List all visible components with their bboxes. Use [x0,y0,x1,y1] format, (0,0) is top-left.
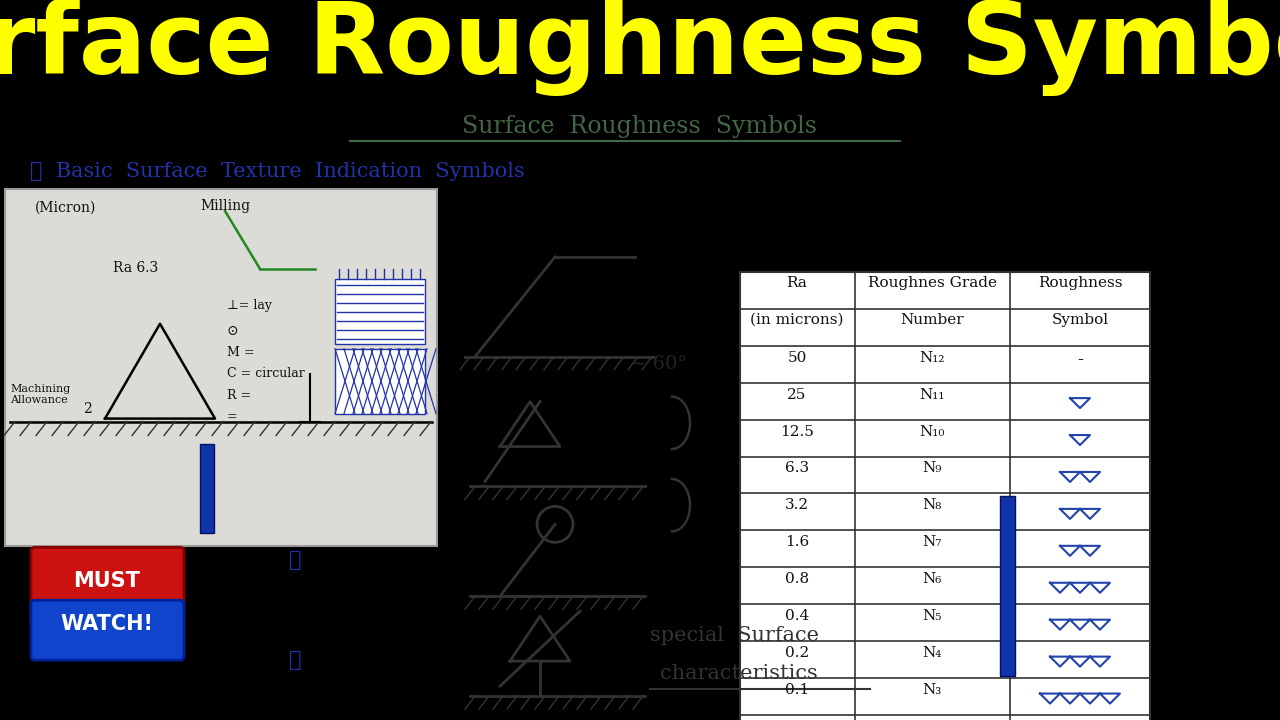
Text: Number: Number [900,312,964,327]
Text: Surface  Roughness  Symbols: Surface Roughness Symbols [462,115,818,138]
Polygon shape [1000,496,1015,676]
Text: Ra: Ra [787,276,808,290]
Text: 25: 25 [787,387,806,402]
Text: Machining
Allowance: Machining Allowance [10,384,70,405]
Text: N₁₀: N₁₀ [919,425,945,438]
Text: -: - [1076,351,1083,369]
Text: 0.2: 0.2 [785,646,809,660]
FancyBboxPatch shape [335,279,425,343]
Text: Symbol: Symbol [1051,312,1108,327]
Text: 0.4: 0.4 [785,609,809,624]
Text: N₉: N₉ [923,462,942,475]
FancyBboxPatch shape [31,600,184,660]
Text: ⊙: ⊙ [227,324,238,338]
Text: 0.8: 0.8 [785,572,809,586]
Text: (Micron): (Micron) [35,201,96,215]
Text: MUST: MUST [73,571,141,591]
FancyBboxPatch shape [5,189,436,546]
Text: Milling: Milling [200,199,250,213]
Text: =: = [227,410,238,423]
Text: 2: 2 [83,402,92,415]
Text: N₁₁: N₁₁ [919,387,945,402]
Text: Roughnes Grade: Roughnes Grade [868,276,997,290]
Text: M =: M = [227,346,255,359]
Text: 12.5: 12.5 [780,425,814,438]
Text: R =: R = [227,389,251,402]
Text: N₃: N₃ [923,683,942,697]
Text: N₄: N₄ [923,646,942,660]
Text: ~ 60°: ~ 60° [630,355,687,373]
Text: 1.6: 1.6 [785,536,809,549]
Text: ③: ③ [289,552,301,570]
Text: Ra 6.3: Ra 6.3 [113,261,159,275]
Text: ①  Basic  Surface  Texture  Indication  Symbols: ① Basic Surface Texture Indication Symbo… [29,162,525,181]
Text: ⊥= lay: ⊥= lay [227,299,273,312]
Text: 0.1: 0.1 [785,683,809,697]
Text: special  Surface: special Surface [650,626,819,645]
Text: N₅: N₅ [923,609,942,624]
Text: characteristics: characteristics [660,664,818,683]
Polygon shape [200,444,214,534]
Text: WATCH!: WATCH! [60,614,154,634]
FancyBboxPatch shape [740,272,1149,720]
Text: C = circular: C = circular [227,366,305,379]
Text: N₁₂: N₁₂ [919,351,945,365]
FancyBboxPatch shape [335,348,425,413]
Text: 3.2: 3.2 [785,498,809,513]
Text: 6.3: 6.3 [785,462,809,475]
FancyBboxPatch shape [31,547,184,624]
Text: N₇: N₇ [923,536,942,549]
Text: N₈: N₈ [923,498,942,513]
Text: Roughness: Roughness [1038,276,1123,290]
Text: ④: ④ [289,651,301,670]
Text: Surface Roughness Symbols: Surface Roughness Symbols [0,0,1280,96]
Text: (in microns): (in microns) [750,312,844,327]
Text: N₆: N₆ [923,572,942,586]
Text: 50: 50 [787,351,806,365]
